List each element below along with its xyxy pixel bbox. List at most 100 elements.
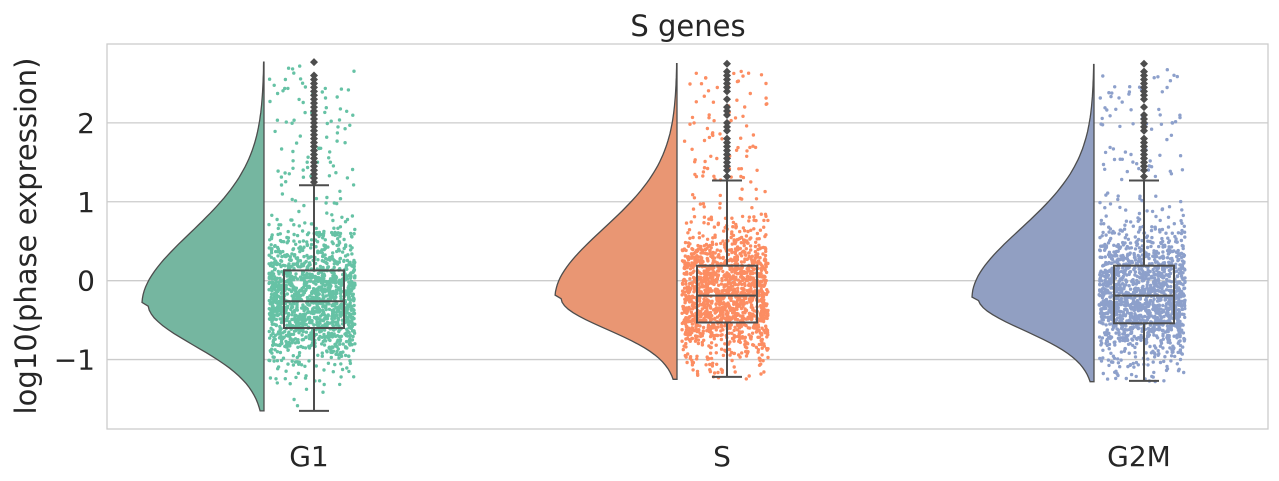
data-point [347,314,352,318]
data-point [280,270,284,274]
data-point [1181,277,1185,282]
data-point [758,228,763,232]
data-point [1121,253,1125,258]
data-point [1109,351,1113,355]
data-point [746,342,750,346]
data-point [337,280,341,284]
data-point [743,291,747,296]
data-point [740,316,745,321]
data-point [692,255,696,259]
data-point [690,363,695,367]
data-point [271,338,276,343]
data-point [340,280,344,284]
data-point [1157,244,1161,249]
data-point [1157,107,1161,112]
data-point [1110,308,1114,313]
data-point [1160,90,1165,94]
data-point [1169,245,1174,249]
data-point [1114,318,1119,322]
x-tick-label: G1 [289,440,329,473]
data-point [715,333,720,338]
data-point [708,251,712,256]
data-point [284,345,289,349]
data-point [278,304,282,308]
data-point [699,278,703,282]
data-point [309,246,313,250]
data-point [287,278,291,282]
data-point [307,333,311,338]
data-point [738,236,742,241]
data-point [1167,316,1172,320]
data-point [1098,293,1102,298]
data-point [1121,336,1125,340]
data-point [701,174,705,178]
data-point [332,265,336,270]
data-point [294,375,298,380]
data-point [286,66,291,70]
data-point [352,276,357,280]
data-point [1138,297,1143,301]
data-point [322,382,326,387]
data-point [1145,315,1150,319]
data-point [1167,288,1171,293]
data-point [1097,303,1101,307]
data-point [711,133,715,138]
data-point [297,351,302,355]
data-point [1121,275,1125,280]
data-point [1101,371,1106,376]
data-point [681,347,685,352]
data-point [1166,252,1171,256]
data-point [1110,300,1114,305]
data-point [319,270,324,275]
data-point [347,369,351,374]
data-point [279,340,284,344]
data-point [1148,269,1152,274]
data-point [1152,254,1157,259]
data-point [715,277,719,281]
data-point [741,74,745,78]
data-point [1156,307,1161,311]
data-point [1162,379,1166,383]
data-point [288,337,292,341]
data-point [1129,372,1134,377]
data-point [276,226,280,231]
data-point [1157,310,1161,315]
data-point [326,313,330,317]
data-point [761,303,766,307]
data-point [750,331,755,335]
data-point [1170,304,1174,308]
data-point [1152,333,1156,337]
data-point [703,247,707,252]
data-point [1110,360,1114,364]
data-point [1168,271,1173,276]
data-point [330,240,334,244]
data-point [325,257,330,261]
data-point [341,342,345,346]
data-point [742,301,747,305]
data-point [731,220,736,225]
data-point [273,293,277,297]
data-point [730,216,734,220]
data-point [292,232,296,237]
data-point [1166,248,1171,252]
data-point [683,254,687,258]
data-point [267,253,271,257]
data-point [747,251,751,255]
violin-s [554,63,678,380]
data-point [314,226,318,231]
data-point [306,310,310,315]
data-point [752,218,756,222]
data-point [348,337,352,341]
data-point [1131,122,1135,126]
data-point [1113,260,1117,264]
data-point [1124,307,1128,312]
data-point [719,282,724,286]
data-point [349,304,353,309]
data-point [754,197,759,201]
data-point [1130,260,1135,265]
data-point [751,276,755,280]
data-point [351,348,356,353]
data-point [334,352,338,356]
data-point [1178,290,1182,294]
data-point [335,349,339,354]
